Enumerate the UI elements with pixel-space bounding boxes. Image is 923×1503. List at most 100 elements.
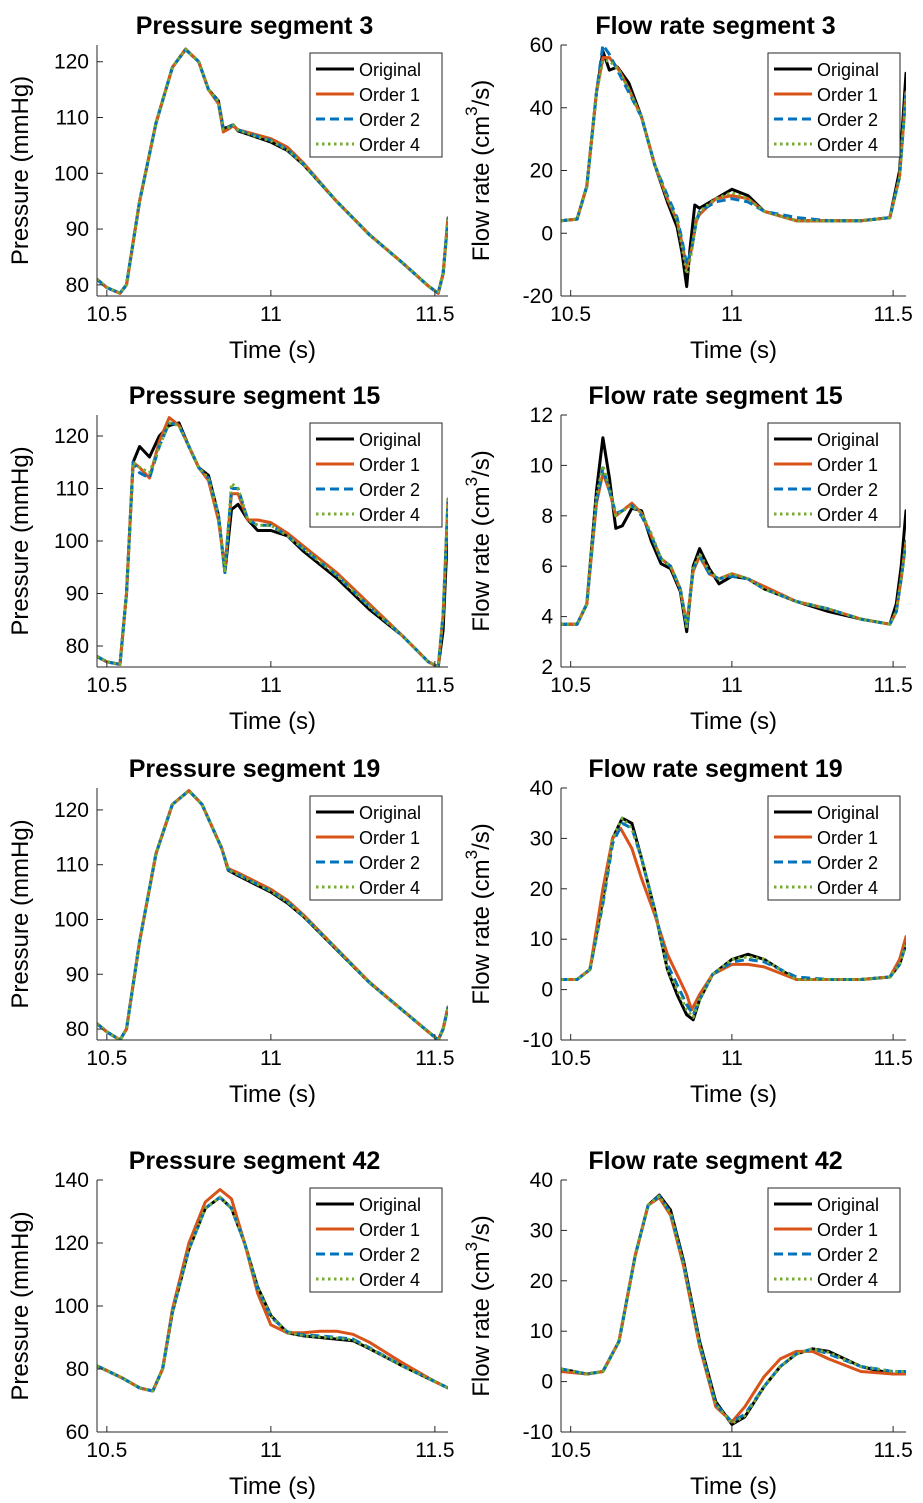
legend-label: Order 2: [359, 1245, 420, 1265]
y-tick-label: 40: [530, 1169, 553, 1192]
legend-label: Original: [817, 1195, 879, 1215]
legend-label: Order 2: [817, 1245, 878, 1265]
legend-label: Order 4: [817, 1270, 878, 1290]
chart-panel-4: 2 4 6 8 10 12 10.5 11 11.5 Flow rate segment 15 Ti…: [462, 382, 913, 735]
y-tick-label: 4: [541, 606, 553, 629]
y-tick-label: 12: [530, 404, 553, 427]
legend-label: Order 2: [359, 110, 420, 130]
y-tick-label: 110: [56, 107, 89, 130]
y-tick-label: 20: [530, 160, 553, 183]
x-tick-label: 10.5: [86, 303, 127, 326]
legend: Original Order 1 Order 2 Order 4: [309, 1187, 443, 1293]
chart-panel-8: -10 0 10 20 30 40 10.5 11 11.5 Flow rate segment …: [462, 1147, 913, 1500]
y-tick-label: -10: [523, 1029, 553, 1052]
y-tick-label: 140: [54, 1169, 89, 1192]
chart-panel-6: -10 0 10 20 30 40 10.5 11 11.5 Flow rate segment …: [462, 755, 913, 1108]
x-tick-label: 10.5: [550, 1047, 591, 1070]
legend-label: Original: [817, 430, 879, 450]
y-axis-label: Flow rate (cm3/s): [462, 1215, 495, 1397]
chart-title: Flow rate segment 3: [595, 12, 835, 40]
legend-label: Order 1: [359, 455, 420, 475]
legend-label: Order 2: [817, 110, 878, 130]
x-tick-label: 11: [260, 1439, 282, 1462]
x-tick-label: 11.5: [873, 1439, 912, 1462]
legend-label: Order 2: [817, 853, 878, 873]
x-tick-label: 11.5: [415, 1047, 454, 1070]
y-tick-label: 110: [56, 478, 89, 501]
x-tick-label: 10.5: [86, 1047, 127, 1070]
legend-label: Order 2: [359, 480, 420, 500]
y-tick-label: 120: [54, 1232, 89, 1255]
x-axis-label: Time (s): [690, 1081, 777, 1108]
legend-label: Order 4: [817, 505, 878, 525]
legend-label: Order 4: [359, 878, 420, 898]
chart-title: Flow rate segment 19: [588, 755, 842, 783]
chart-panel-2: -20 0 20 40 60 10.5 11 11.5 Flow rate segment 3 T…: [462, 12, 913, 364]
legend-label: Order 2: [359, 853, 420, 873]
legend-label: Order 1: [817, 85, 878, 105]
x-tick-label: 11: [721, 674, 743, 697]
y-tick-label: 120: [54, 51, 89, 74]
y-tick-label: 2: [541, 656, 553, 679]
legend-label: Order 4: [817, 878, 878, 898]
chart-title: Pressure segment 19: [129, 755, 381, 783]
x-tick-label: 11.5: [873, 303, 912, 326]
chart-panel-1: 80 90 100 110 120 10.5 11 11.5 Pressure segment …: [7, 12, 455, 364]
y-tick-label: 20: [530, 878, 553, 901]
series-line-order-2: [561, 821, 906, 1017]
chart-title: Flow rate segment 42: [588, 1147, 842, 1175]
x-tick-label: 11.5: [415, 674, 454, 697]
series-lines: [97, 789, 448, 1040]
x-tick-label: 11: [260, 674, 282, 697]
chart-title: Pressure segment 3: [136, 12, 374, 40]
y-tick-label: 90: [66, 583, 89, 606]
y-tick-label: 60: [66, 1421, 89, 1444]
x-axis-label: Time (s): [690, 337, 777, 364]
legend-label: Order 1: [359, 1220, 420, 1240]
legend-label: Order 1: [359, 85, 420, 105]
x-tick-label: 11: [721, 1439, 743, 1462]
y-tick-label: 80: [66, 274, 89, 297]
series-line-order-4: [97, 789, 448, 1040]
y-axis-label: Pressure (mmHg): [7, 819, 34, 1008]
x-axis-label: Time (s): [229, 1081, 316, 1108]
legend-label: Order 4: [359, 135, 420, 155]
legend-label: Order 4: [359, 505, 420, 525]
legend-label: Order 4: [817, 135, 878, 155]
y-tick-label: 40: [530, 97, 553, 120]
series-lines: [561, 436, 906, 634]
x-axis-label: Time (s): [229, 708, 316, 735]
y-axis-label: Pressure (mmHg): [7, 446, 34, 635]
legend: Original Order 1 Order 2 Order 4: [309, 795, 443, 901]
x-tick-label: 11: [721, 303, 743, 326]
y-tick-label: 0: [541, 1371, 553, 1394]
x-tick-label: 11.5: [415, 1439, 454, 1462]
legend-label: Order 1: [359, 828, 420, 848]
x-tick-label: 11: [260, 1047, 282, 1070]
y-tick-label: -10: [523, 1421, 553, 1444]
y-tick-label: 100: [54, 530, 89, 553]
series-line-order-4: [561, 463, 906, 629]
series-lines: [97, 47, 448, 295]
x-axis-label: Time (s): [229, 1473, 316, 1500]
legend: Original Order 1 Order 2 Order 4: [767, 1187, 901, 1293]
y-tick-label: -20: [523, 285, 553, 308]
chart-panel-5: 80 90 100 110 120 10.5 11 11.5 Pressure segment …: [7, 755, 455, 1108]
y-tick-label: 0: [541, 222, 553, 245]
x-tick-label: 10.5: [550, 1439, 591, 1462]
legend: Original Order 1 Order 2 Order 4: [767, 795, 901, 901]
y-tick-label: 80: [66, 635, 89, 658]
x-axis-label: Time (s): [229, 337, 316, 364]
y-tick-label: 20: [530, 1270, 553, 1293]
x-tick-label: 10.5: [86, 674, 127, 697]
x-tick-label: 11.5: [873, 1047, 912, 1070]
x-tick-label: 11.5: [415, 303, 454, 326]
y-tick-label: 30: [530, 1219, 553, 1242]
y-axis-label: Pressure (mmHg): [7, 1211, 34, 1400]
chart-title: Pressure segment 15: [129, 382, 381, 410]
chart-panel-3: 80 90 100 110 120 10.5 11 11.5 Pressure segment …: [7, 382, 455, 735]
y-tick-label: 6: [541, 555, 553, 578]
y-tick-label: 30: [530, 827, 553, 850]
legend-label: Original: [817, 60, 879, 80]
series-line-order-2: [561, 1194, 906, 1424]
